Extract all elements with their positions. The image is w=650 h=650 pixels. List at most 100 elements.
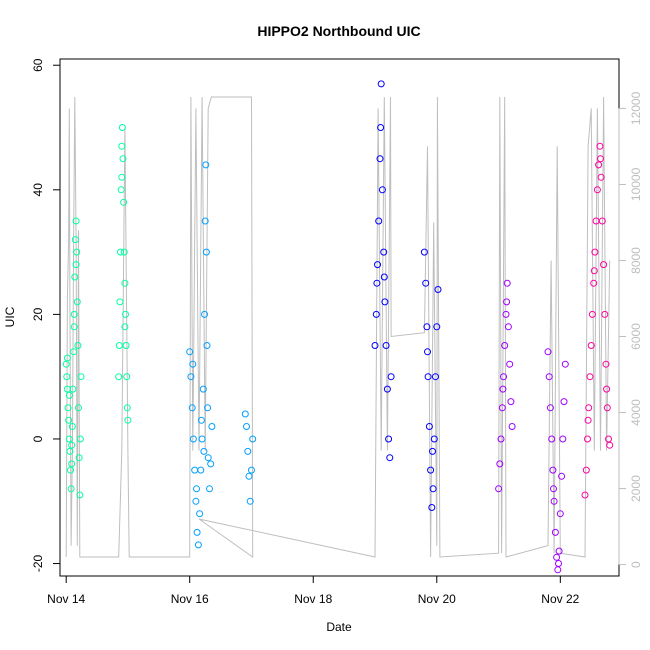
data-point <box>558 472 566 480</box>
data-point <box>500 373 507 381</box>
data-point <box>383 385 391 393</box>
data-point <box>76 491 84 499</box>
data-point <box>74 342 82 349</box>
data-point <box>246 497 254 505</box>
data-point <box>506 360 514 368</box>
data-point <box>593 186 601 194</box>
data-point <box>545 373 553 381</box>
data-point <box>71 236 79 244</box>
data-point <box>550 497 558 505</box>
data-point <box>75 454 83 462</box>
data-points <box>62 80 614 574</box>
data-point <box>551 528 559 536</box>
data-point <box>597 155 604 163</box>
data-point <box>591 248 599 256</box>
data-point <box>373 279 381 287</box>
y2-tick-label: 4000 <box>629 399 643 426</box>
data-point <box>65 391 73 399</box>
data-point <box>587 342 595 349</box>
data-point <box>116 298 124 306</box>
data-point <box>122 342 130 349</box>
data-point <box>122 310 129 318</box>
y-tick-label: -20 <box>31 555 45 573</box>
data-point <box>432 373 439 381</box>
data-point <box>502 310 510 318</box>
data-point <box>603 385 611 393</box>
data-point <box>66 447 74 455</box>
data-point <box>193 528 201 536</box>
data-point <box>380 248 388 256</box>
data-point <box>243 423 250 430</box>
data-point <box>63 354 71 362</box>
data-point <box>203 342 211 349</box>
data-point <box>121 279 129 287</box>
data-point <box>582 466 590 474</box>
data-point <box>427 466 435 474</box>
data-point <box>72 217 80 225</box>
data-point <box>429 447 436 455</box>
data-point <box>244 447 252 455</box>
data-point <box>429 485 437 493</box>
data-point <box>76 435 84 443</box>
data-point <box>204 404 212 412</box>
data-point <box>546 404 554 412</box>
data-point <box>372 310 380 318</box>
data-point <box>117 186 125 194</box>
altitude-layer <box>65 96 611 558</box>
data-point <box>68 423 76 430</box>
data-point <box>501 342 509 349</box>
data-point <box>202 248 210 256</box>
data-point <box>508 423 516 430</box>
y2-tick-label: 8000 <box>629 247 643 274</box>
data-point <box>67 485 75 493</box>
y2-tick-label: 12000 <box>629 91 643 125</box>
data-point <box>584 435 591 443</box>
data-point <box>371 342 379 349</box>
data-point <box>425 423 433 430</box>
data-point <box>65 435 73 443</box>
data-point <box>201 217 209 225</box>
data-point <box>434 286 442 293</box>
data-point <box>380 273 388 281</box>
x-tick-label: Nov 20 <box>418 592 456 606</box>
data-point <box>189 360 197 368</box>
series-4 <box>581 142 614 499</box>
data-point <box>189 435 197 443</box>
data-point <box>428 504 436 511</box>
y2-tick-label: 10000 <box>629 167 643 201</box>
data-point <box>117 248 124 256</box>
data-point <box>197 466 205 474</box>
data-point <box>496 460 504 468</box>
data-point <box>507 398 515 406</box>
data-point <box>124 416 132 424</box>
data-point <box>559 435 567 443</box>
data-point <box>596 142 604 150</box>
data-point <box>423 323 431 331</box>
data-point <box>497 435 505 443</box>
data-point <box>498 404 506 412</box>
data-point <box>553 553 561 561</box>
data-point <box>554 566 562 574</box>
data-point <box>119 155 127 163</box>
data-point <box>200 447 208 455</box>
data-point <box>201 310 208 318</box>
series-0 <box>62 124 132 499</box>
data-point <box>424 373 432 381</box>
data-point <box>71 273 79 281</box>
data-point <box>377 124 385 131</box>
data-point <box>588 310 596 318</box>
data-point <box>555 547 563 555</box>
data-point <box>495 485 503 493</box>
series-1 <box>186 161 257 549</box>
data-point <box>606 441 614 449</box>
data-point <box>555 560 562 567</box>
data-point <box>600 261 608 269</box>
y2-tick-label: 2000 <box>629 475 643 502</box>
data-point <box>601 310 609 318</box>
data-point <box>548 435 556 443</box>
data-point <box>63 373 71 381</box>
data-point <box>68 460 76 468</box>
data-point <box>75 404 82 412</box>
data-point <box>193 485 200 493</box>
y-tick-label: 0 <box>31 435 45 442</box>
